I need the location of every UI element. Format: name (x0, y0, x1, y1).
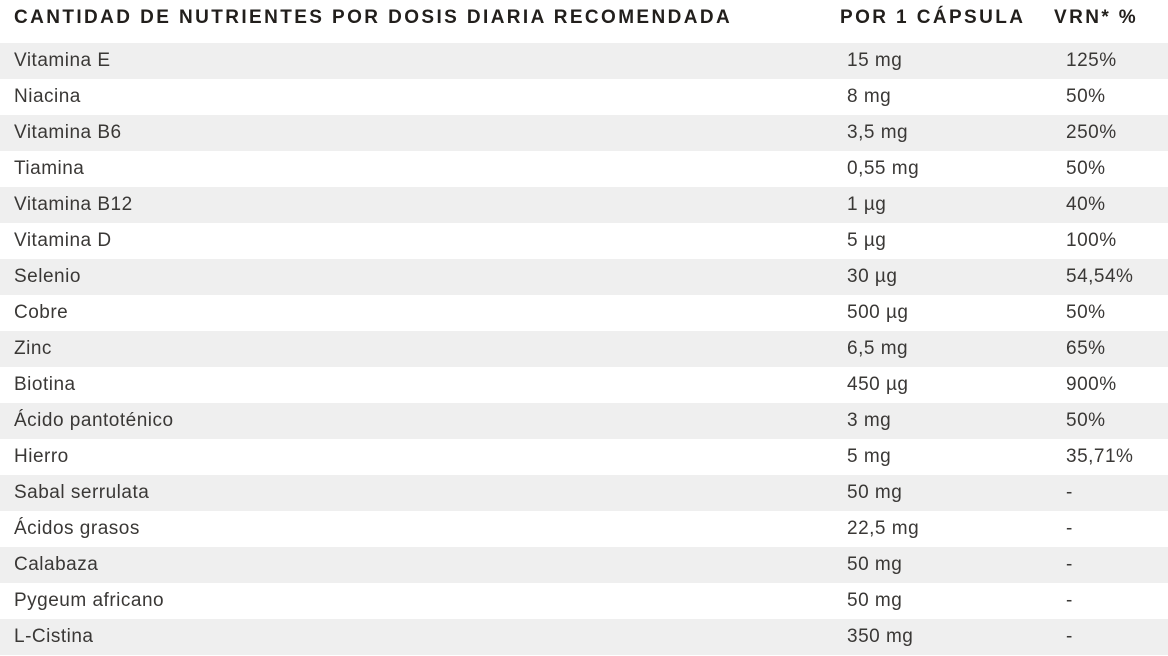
per-capsule-cell: 3,5 mg (833, 115, 1052, 151)
vrn-cell: - (1052, 619, 1168, 655)
table-row: Hierro 5 mg 35,71% (0, 439, 1168, 475)
table-header: CANTIDAD DE NUTRIENTES POR DOSIS DIARIA … (0, 0, 1168, 43)
nutrient-cell: Sabal serrulata (0, 475, 833, 511)
vrn-cell: 50% (1052, 79, 1168, 115)
nutrient-cell: Vitamina B6 (0, 115, 833, 151)
vrn-cell: - (1052, 511, 1168, 547)
vrn-cell: - (1052, 547, 1168, 583)
vrn-cell: 40% (1052, 187, 1168, 223)
vrn-cell: - (1052, 583, 1168, 619)
nutrient-cell: L-Cistina (0, 619, 833, 655)
vrn-cell: 65% (1052, 331, 1168, 367)
per-capsule-cell: 500 µg (833, 295, 1052, 331)
vrn-cell: 100% (1052, 223, 1168, 259)
per-capsule-cell: 5 µg (833, 223, 1052, 259)
column-header-per-capsule: POR 1 CÁPSULA (833, 0, 1052, 43)
table-row: Tiamina 0,55 mg 50% (0, 151, 1168, 187)
nutrient-cell: Ácidos grasos (0, 511, 833, 547)
per-capsule-cell: 3 mg (833, 403, 1052, 439)
table-row: Sabal serrulata 50 mg - (0, 475, 1168, 511)
vrn-cell: 125% (1052, 43, 1168, 79)
per-capsule-cell: 6,5 mg (833, 331, 1052, 367)
per-capsule-cell: 22,5 mg (833, 511, 1052, 547)
vrn-cell: 35,71% (1052, 439, 1168, 475)
column-header-nutrient: CANTIDAD DE NUTRIENTES POR DOSIS DIARIA … (0, 0, 833, 43)
vrn-cell: 50% (1052, 295, 1168, 331)
nutrient-cell: Vitamina E (0, 43, 833, 79)
table-row: Biotina 450 µg 900% (0, 367, 1168, 403)
nutrient-cell: Biotina (0, 367, 833, 403)
table-row: Vitamina E 15 mg 125% (0, 43, 1168, 79)
table-row: Niacina 8 mg 50% (0, 79, 1168, 115)
table-row: Ácidos grasos 22,5 mg - (0, 511, 1168, 547)
table-row: Zinc 6,5 mg 65% (0, 331, 1168, 367)
table-row: Ácido pantoténico 3 mg 50% (0, 403, 1168, 439)
per-capsule-cell: 30 µg (833, 259, 1052, 295)
nutrient-cell: Niacina (0, 79, 833, 115)
per-capsule-cell: 5 mg (833, 439, 1052, 475)
header-row: CANTIDAD DE NUTRIENTES POR DOSIS DIARIA … (0, 0, 1168, 43)
nutrient-cell: Tiamina (0, 151, 833, 187)
table-body: Vitamina E 15 mg 125% Niacina 8 mg 50% V… (0, 43, 1168, 655)
nutrient-cell: Hierro (0, 439, 833, 475)
vrn-cell: 50% (1052, 151, 1168, 187)
table-row: Cobre 500 µg 50% (0, 295, 1168, 331)
nutrient-cell: Vitamina D (0, 223, 833, 259)
vrn-cell: 250% (1052, 115, 1168, 151)
table-row: Vitamina D 5 µg 100% (0, 223, 1168, 259)
per-capsule-cell: 50 mg (833, 583, 1052, 619)
table-row: Vitamina B6 3,5 mg 250% (0, 115, 1168, 151)
nutrient-cell: Selenio (0, 259, 833, 295)
table-row: Selenio 30 µg 54,54% (0, 259, 1168, 295)
nutrient-cell: Pygeum africano (0, 583, 833, 619)
table-row: Vitamina B12 1 µg 40% (0, 187, 1168, 223)
column-header-vrn: VRN* % (1052, 0, 1168, 43)
per-capsule-cell: 50 mg (833, 475, 1052, 511)
table-row: Pygeum africano 50 mg - (0, 583, 1168, 619)
table-row: L-Cistina 350 mg - (0, 619, 1168, 655)
table-row: Calabaza 50 mg - (0, 547, 1168, 583)
vrn-cell: - (1052, 475, 1168, 511)
per-capsule-cell: 8 mg (833, 79, 1052, 115)
per-capsule-cell: 0,55 mg (833, 151, 1052, 187)
per-capsule-cell: 15 mg (833, 43, 1052, 79)
vrn-cell: 54,54% (1052, 259, 1168, 295)
nutrient-cell: Ácido pantoténico (0, 403, 833, 439)
nutrient-cell: Calabaza (0, 547, 833, 583)
nutrient-cell: Zinc (0, 331, 833, 367)
per-capsule-cell: 450 µg (833, 367, 1052, 403)
per-capsule-cell: 350 mg (833, 619, 1052, 655)
nutrient-cell: Vitamina B12 (0, 187, 833, 223)
per-capsule-cell: 50 mg (833, 547, 1052, 583)
vrn-cell: 900% (1052, 367, 1168, 403)
per-capsule-cell: 1 µg (833, 187, 1052, 223)
vrn-cell: 50% (1052, 403, 1168, 439)
nutrient-cell: Cobre (0, 295, 833, 331)
